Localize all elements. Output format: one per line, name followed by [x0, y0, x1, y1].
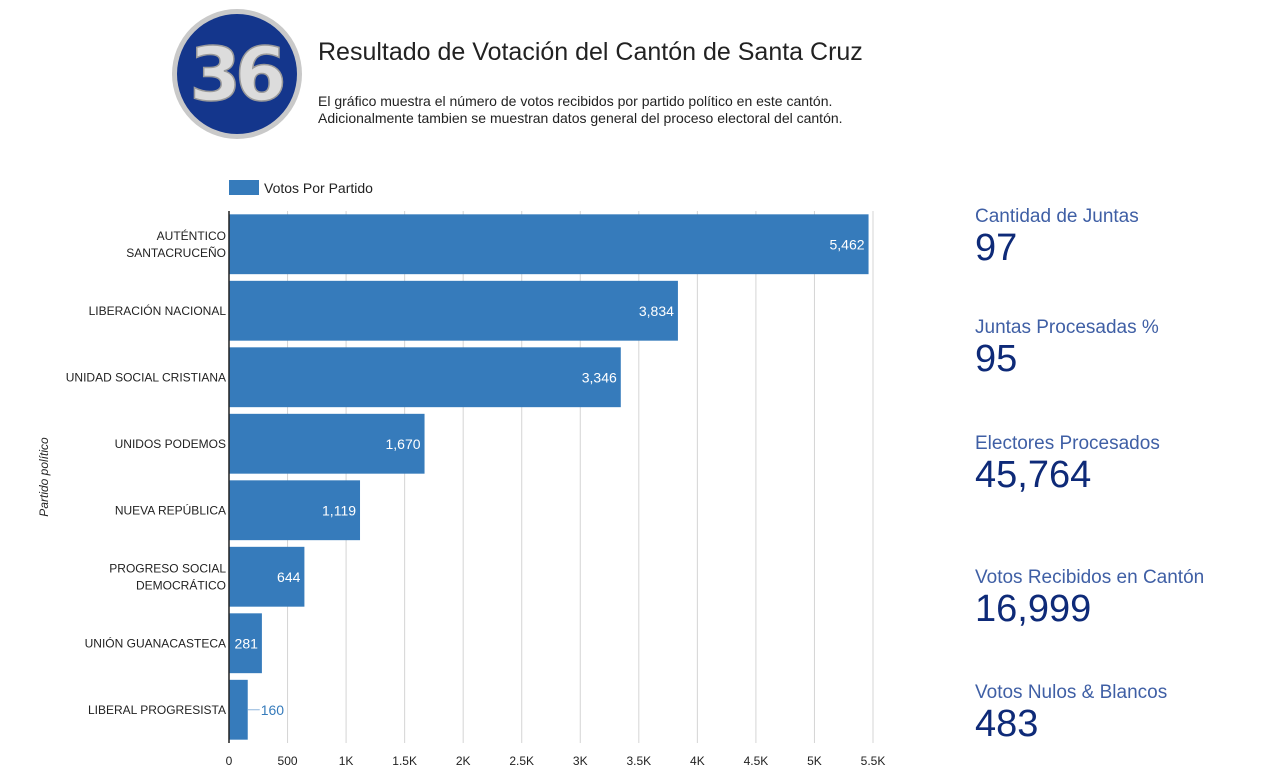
- kpi-votos-nulos: Votos Nulos & Blancos 483: [975, 682, 1167, 744]
- bar: [229, 613, 262, 674]
- page-subtitle: El gráfico muestra el número de votos re…: [318, 93, 843, 127]
- data-label: 3,346: [582, 369, 617, 385]
- x-tick-label: 3.5K: [626, 754, 651, 768]
- data-label: 281: [235, 635, 259, 651]
- kpi-electores: Electores Procesados 45,764: [975, 433, 1160, 495]
- x-tick-label: 4K: [690, 754, 705, 768]
- kpi-value: 16,999: [975, 588, 1092, 630]
- data-label: 5,462: [830, 236, 865, 252]
- legend-label: Votos Por Partido: [264, 180, 373, 196]
- y-axis-title: Partido político: [37, 437, 51, 517]
- bar: [229, 480, 361, 541]
- bar: [229, 546, 305, 607]
- category-label: LIBERAL PROGRESISTA: [88, 703, 226, 717]
- bar: [229, 679, 248, 740]
- logo-text: 36: [190, 32, 283, 118]
- data-label: 1,670: [385, 436, 420, 452]
- kpi-label: Votos Nulos & Blancos: [975, 682, 1168, 703]
- bar: [229, 347, 621, 408]
- data-label: 644: [277, 569, 301, 585]
- data-label: 160: [261, 702, 285, 718]
- bar: [229, 214, 869, 275]
- category-label: PROGRESO SOCIAL: [109, 561, 226, 575]
- legend-swatch: [229, 180, 259, 195]
- category-label: UNIDOS PODEMOS: [115, 437, 226, 451]
- kpi-label: Cantidad de Juntas: [975, 206, 1139, 227]
- x-tick-label: 500: [278, 754, 298, 768]
- x-tick-label: 4.5K: [744, 754, 769, 768]
- x-tick-label: 2.5K: [509, 754, 534, 768]
- data-label: 1,119: [322, 502, 356, 518]
- category-label: AUTÉNTICO: [157, 228, 226, 243]
- kpi-value: 97: [975, 227, 1018, 269]
- bar: [229, 413, 425, 474]
- kpi-juntas: Cantidad de Juntas 97: [975, 206, 1139, 268]
- x-tick-label: 5.5K: [861, 754, 886, 768]
- category-label: NUEVA REPÚBLICA: [115, 502, 226, 517]
- x-tick-label: 5K: [807, 754, 822, 768]
- category-label: UNIÓN GUANACASTECA: [85, 635, 226, 650]
- kpi-label: Juntas Procesadas %: [975, 317, 1159, 338]
- x-tick-label: 1K: [339, 754, 354, 768]
- kpi-label: Electores Procesados: [975, 433, 1160, 454]
- x-tick-label: 2K: [456, 754, 471, 768]
- x-tick-label: 0: [226, 754, 233, 768]
- data-label: 3,834: [639, 303, 674, 319]
- logo-36: 36: [172, 9, 302, 139]
- kpi-label: Votos Recibidos en Cantón: [975, 567, 1205, 588]
- kpi-value: 45,764: [975, 454, 1092, 496]
- bar: [229, 280, 678, 341]
- x-tick-label: 1.5K: [392, 754, 417, 768]
- category-label: SANTACRUCEÑO: [126, 246, 226, 260]
- kpi-juntas-procesadas: Juntas Procesadas % 95: [975, 317, 1159, 379]
- x-tick-label: 3K: [573, 754, 588, 768]
- subtitle-line-2: Adicionalmente tambien se muestran datos…: [318, 110, 843, 126]
- category-label: LIBERACIÓN NACIONAL: [89, 303, 227, 318]
- category-label: DEMOCRÁTICO: [136, 577, 226, 592]
- category-label: UNIDAD SOCIAL CRISTIANA: [66, 370, 226, 384]
- votes-bar-chart: 5,462 AUTÉNTICO SANTACRUCEÑO 3,834 LIBERACIÓ…: [37, 180, 886, 768]
- kpi-votos-recibidos: Votos Recibidos en Cantón 16,999: [975, 567, 1204, 629]
- kpi-value: 95: [975, 338, 1018, 380]
- page-title: Resultado de Votación del Cantón de Sant…: [318, 38, 863, 66]
- subtitle-line-1: El gráfico muestra el número de votos re…: [318, 93, 833, 109]
- kpi-value: 483: [975, 703, 1039, 745]
